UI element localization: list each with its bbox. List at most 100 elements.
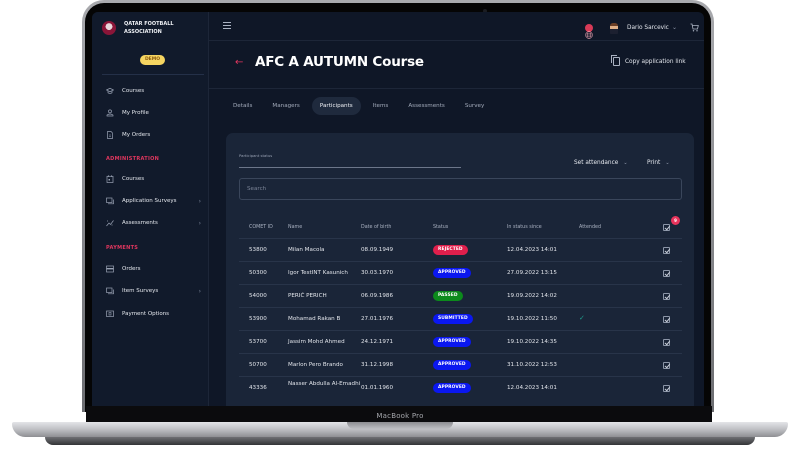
sidebar-item-label: Payment Options xyxy=(122,311,170,317)
cell-name: Nasser Abdulla Al-Emadhi xyxy=(288,381,361,387)
row-checkbox[interactable] xyxy=(663,270,670,277)
col-status[interactable]: Status xyxy=(433,225,449,230)
receipt-icon xyxy=(106,131,114,139)
print-dropdown[interactable]: Print ⌄ xyxy=(647,160,670,166)
set-attendance-dropdown[interactable]: Set attendance ⌄ xyxy=(574,160,628,166)
tab-participants[interactable]: Participants xyxy=(311,97,361,115)
brand[interactable]: QATAR FOOTBALL ASSOCIATION xyxy=(102,20,184,36)
participant-status-select[interactable] xyxy=(239,167,461,168)
row-checkbox[interactable] xyxy=(663,339,670,346)
sidebar-divider xyxy=(102,74,204,75)
device-label: MacBook Pro xyxy=(376,412,424,420)
sidebar-item-label: Courses xyxy=(122,176,145,182)
cart-icon[interactable] xyxy=(690,23,699,35)
status-badge: APPROVED xyxy=(433,360,471,370)
status-badge: SUBMITTED xyxy=(433,314,473,324)
cell-dob: 24.12.1971 xyxy=(361,339,394,345)
table-row[interactable]: 50700 Marlon Pero Brando 31.12.1998 APPR… xyxy=(239,353,682,376)
payment-icon xyxy=(106,310,114,318)
user-name[interactable]: Dario Sarcevic xyxy=(627,25,669,31)
row-checkbox[interactable] xyxy=(663,293,670,300)
sidebar-item-my-profile[interactable]: My Profile xyxy=(106,107,201,119)
chevron-down-icon: ⌄ xyxy=(623,160,628,166)
sidebar-item-application-surveys[interactable]: Application Surveys › xyxy=(106,195,201,207)
tab-survey[interactable]: Survey xyxy=(464,103,485,109)
sidebar-item-payment-options[interactable]: Payment Options xyxy=(106,308,201,320)
tab-managers[interactable]: Managers xyxy=(272,103,300,109)
app-screen: QATAR FOOTBALL ASSOCIATION DEMO Courses … xyxy=(92,12,704,406)
language-globe-icon[interactable] xyxy=(585,24,593,39)
sidebar-item-item-surveys[interactable]: Item Surveys › xyxy=(106,285,201,297)
sidebar-item-label: Application Surveys xyxy=(122,198,177,204)
col-comet-id[interactable]: COMET ID xyxy=(249,225,273,230)
qfa-logo-icon xyxy=(102,21,116,35)
cell-name: Igor TestINT Kasunich xyxy=(288,270,348,276)
demo-badge: DEMO xyxy=(140,55,165,65)
copy-application-link-button[interactable]: Copy application link xyxy=(611,55,686,66)
sidebar: QATAR FOOTBALL ASSOCIATION DEMO Courses … xyxy=(92,12,209,406)
participant-status-label: Participant status xyxy=(239,153,273,158)
cell-comet-id: 50300 xyxy=(249,270,267,276)
graduation-cap-icon xyxy=(106,87,114,95)
cell-status-since: 19.09.2022 14:02 xyxy=(507,293,557,299)
cell-name: PERIĆ PERICH xyxy=(288,293,327,299)
search-input[interactable] xyxy=(239,178,682,200)
sidebar-item-label: My Profile xyxy=(122,110,149,116)
sidebar-item-orders[interactable]: Orders xyxy=(106,263,201,275)
cell-comet-id: 53900 xyxy=(249,316,267,322)
cell-dob: 30.03.1970 xyxy=(361,270,394,276)
sidebar-item-assessments[interactable]: Assessments › xyxy=(106,217,201,229)
status-badge: REJECTED xyxy=(433,245,468,255)
cell-status-since: 12.04.2023 14:01 xyxy=(507,247,557,253)
tab-items[interactable]: Items xyxy=(372,103,389,109)
cell-name: Marlon Pero Brando xyxy=(288,362,343,368)
table-row[interactable]: 50300 Igor TestINT Kasunich 30.03.1970 A… xyxy=(239,261,682,284)
user-avatar[interactable] xyxy=(610,23,618,34)
sidebar-item-my-orders[interactable]: My Orders xyxy=(106,129,201,141)
tab-assessments[interactable]: Assessments xyxy=(408,103,445,109)
row-checkbox[interactable] xyxy=(663,247,670,254)
cell-dob: 27.01.1976 xyxy=(361,316,394,322)
select-all-checkbox[interactable] xyxy=(663,224,670,231)
page-header: ← AFC A AUTUMN Course Copy application l… xyxy=(209,41,704,89)
laptop-base xyxy=(12,422,788,437)
row-checkbox[interactable] xyxy=(663,316,670,323)
cell-comet-id: 43336 xyxy=(249,385,267,391)
cell-comet-id: 50700 xyxy=(249,362,267,368)
cell-dob: 31.12.1998 xyxy=(361,362,394,368)
col-attended: Attended xyxy=(579,225,601,230)
row-checkbox[interactable] xyxy=(663,385,670,392)
cell-name: Jassim Mohd Ahmed xyxy=(288,339,345,345)
course-tabs: Details Managers Participants Items Asse… xyxy=(225,96,496,116)
chevron-right-icon: › xyxy=(198,287,201,295)
cell-name: Milan Macola xyxy=(288,247,325,253)
topbar: Dario Sarcevic ⌄ xyxy=(209,12,704,41)
col-date-of-birth[interactable]: Date of birth xyxy=(361,225,392,230)
sidebar-item-label: Courses xyxy=(122,88,145,94)
table-row[interactable]: 53700 Jassim Mohd Ahmed 24.12.1971 APPRO… xyxy=(239,330,682,353)
col-name[interactable]: Name xyxy=(288,225,303,230)
row-checkbox[interactable] xyxy=(663,362,670,369)
cell-status-since: 19.10.2022 14:35 xyxy=(507,339,557,345)
cell-comet-id: 53800 xyxy=(249,247,267,253)
tab-details[interactable]: Details xyxy=(233,103,253,109)
chevron-right-icon: › xyxy=(198,219,201,227)
survey-icon xyxy=(106,197,114,205)
back-arrow-icon[interactable]: ← xyxy=(235,57,244,68)
table-row[interactable]: 54000 PERIĆ PERICH 06.09.1986 PASSED 19.… xyxy=(239,284,682,307)
table-row[interactable]: 53800 Milan Macola 08.09.1949 REJECTED 1… xyxy=(239,238,682,261)
cell-status-since: 31.10.2022 12:53 xyxy=(507,362,557,368)
sidebar-item-courses[interactable]: Courses xyxy=(106,85,201,97)
table-row[interactable]: 43336 Nasser Abdulla Al-Emadhi 01.01.196… xyxy=(239,376,682,399)
col-in-status-since[interactable]: In status since xyxy=(507,225,542,230)
laptop-base-shadow xyxy=(45,437,755,445)
status-badge: APPROVED xyxy=(433,337,471,347)
laptop-notch xyxy=(347,422,453,429)
cell-comet-id: 54000 xyxy=(249,293,267,299)
survey-icon xyxy=(106,287,114,295)
status-badge: APPROVED xyxy=(433,268,471,278)
sidebar-item-admin-courses[interactable]: Courses xyxy=(106,173,201,185)
menu-toggle-icon[interactable] xyxy=(223,22,231,29)
table-row[interactable]: 53900 Mohamad Rakan B 27.01.1976 SUBMITT… xyxy=(239,307,682,330)
chevron-down-icon[interactable]: ⌄ xyxy=(672,24,678,31)
